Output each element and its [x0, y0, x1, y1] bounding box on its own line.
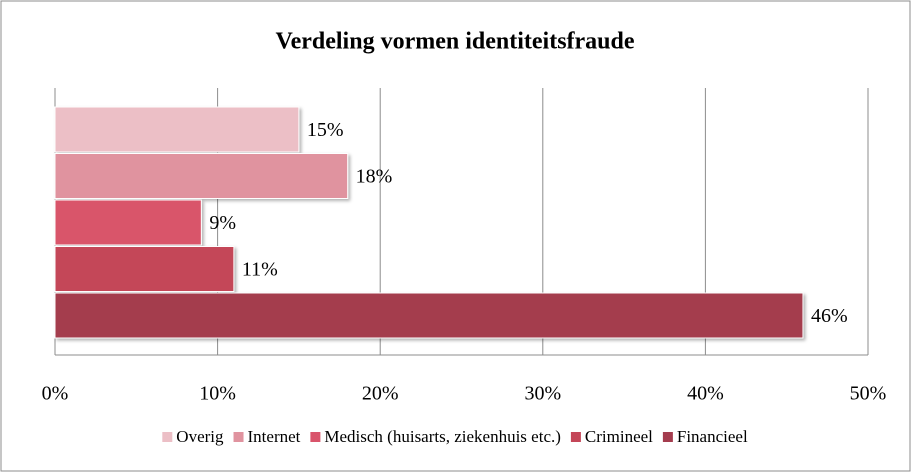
legend: Overig Internet Medisch (huisarts, ziekenh…: [162, 427, 748, 446]
legend-label: Overig: [176, 427, 224, 446]
legend-item: Financieel: [662, 427, 748, 446]
x-tick-label: 30%: [524, 383, 561, 405]
legend-item: Internet: [233, 427, 301, 446]
legend-label: Crimineel: [585, 427, 653, 446]
x-tick-label: 10%: [199, 383, 236, 405]
legend-item: Medisch (huisarts, ziekenhuis etc.): [310, 427, 561, 446]
data-label: 15%: [307, 119, 344, 141]
data-label: 18%: [356, 166, 393, 188]
bar: [54, 292, 804, 339]
legend-swatch: [662, 432, 673, 442]
legend-label: Medisch (huisarts, ziekenhuis etc.): [324, 427, 561, 446]
bar: [54, 199, 202, 246]
data-label: 11%: [242, 259, 278, 281]
bar: [54, 246, 235, 292]
x-tick-label: 20%: [362, 383, 399, 405]
x-tick-label: 40%: [687, 383, 724, 405]
legend-swatch: [233, 432, 244, 442]
chart-title: Verdeling vormen identiteitsfraude: [275, 29, 634, 55]
x-tick-label: 50%: [850, 383, 887, 405]
legend-swatch: [162, 432, 173, 442]
legend-label: Financieel: [677, 427, 748, 446]
legend-swatch: [570, 432, 581, 442]
data-label: 9%: [209, 212, 236, 234]
bar: [54, 106, 300, 153]
bar: [54, 153, 349, 199]
data-label: 46%: [811, 305, 848, 327]
legend-item: Overig: [162, 427, 224, 446]
legend-swatch: [310, 432, 321, 442]
x-tick-label: 0%: [42, 383, 69, 405]
legend-item: Crimineel: [570, 427, 653, 446]
legend-label: Internet: [248, 427, 301, 446]
